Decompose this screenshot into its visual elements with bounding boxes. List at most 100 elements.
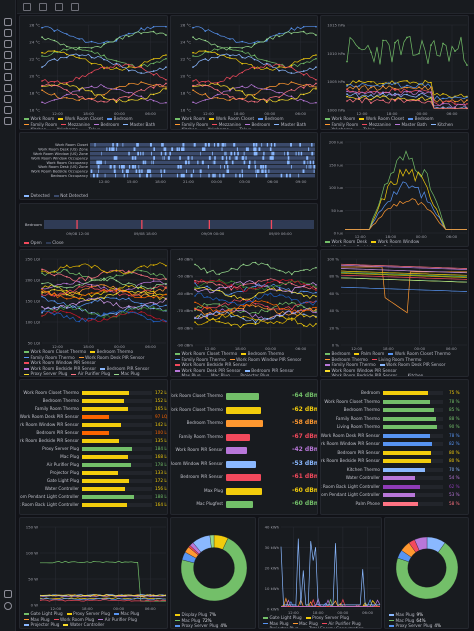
legend-item[interactable]: Display Plug 7% xyxy=(175,612,216,618)
legend-item[interactable]: Work Room Bedside PIR Sensor xyxy=(325,373,397,376)
apps-icon[interactable] xyxy=(4,18,12,26)
legend-item[interactable]: Work Room Window PIR Sensor xyxy=(325,368,397,374)
legend-item[interactable]: Work Room Closet Thermo xyxy=(175,351,237,357)
legend-item[interactable]: Mac Plug 64% xyxy=(389,618,426,624)
help-icon[interactable] xyxy=(4,590,12,598)
legend-item[interactable]: Max Plug xyxy=(24,617,50,623)
legend-item[interactable]: Work Room Closet Thermo xyxy=(388,351,451,357)
explore-icon[interactable] xyxy=(4,62,12,70)
legend-item[interactable]: Bedroom xyxy=(377,245,403,246)
flow-icon[interactable] xyxy=(55,3,63,11)
legend-item[interactable]: Master Bath xyxy=(394,122,427,128)
legend-item[interactable]: Projector Plug xyxy=(24,622,59,628)
legend-item[interactable]: Family Room Thermo xyxy=(325,362,376,368)
legend-item[interactable]: Work Room Bedside PIR Sensor xyxy=(175,362,247,368)
legend-item[interactable]: Palm Room xyxy=(354,351,384,357)
sitemap-icon[interactable] xyxy=(39,3,47,11)
legend-item[interactable]: Work Room Window xyxy=(371,239,419,245)
admin-icon[interactable] xyxy=(4,95,12,103)
legend-item[interactable]: Bedroom xyxy=(244,122,270,128)
legend-item[interactable]: Kitchen xyxy=(430,122,453,128)
legend-item[interactable]: Yokohama xyxy=(201,127,229,129)
legend-item[interactable]: Detected xyxy=(24,193,50,199)
legend-item[interactable]: Work Room xyxy=(24,116,54,122)
legend-item[interactable]: Max Plug xyxy=(175,373,201,376)
legend-item[interactable]: Family Room Thermo xyxy=(24,355,75,361)
legend-item[interactable]: Bedroom PIR Sensor xyxy=(244,368,294,374)
connections-icon[interactable] xyxy=(4,84,12,92)
legend-item[interactable]: Work Room Window PIR Sensor xyxy=(24,360,96,366)
alerting-icon[interactable] xyxy=(4,73,12,81)
legend-item[interactable]: Air Purifier Plug xyxy=(71,371,110,376)
legend-item[interactable]: Tokyo xyxy=(233,127,252,129)
shield-icon[interactable] xyxy=(71,3,79,11)
legend-item[interactable]: Work Room Closet xyxy=(359,116,404,122)
legend-item[interactable]: Bedroom xyxy=(107,116,133,122)
search-icon[interactable] xyxy=(4,29,12,37)
legend-item[interactable]: Water Controller xyxy=(63,622,104,628)
legend-item[interactable]: Mezzanine xyxy=(212,122,241,128)
legend-item[interactable]: Bedroom xyxy=(258,116,284,122)
legend-item[interactable]: Tokyo xyxy=(357,127,375,129)
legend-item[interactable]: Mezzanine xyxy=(61,122,90,128)
donut-slice[interactable] xyxy=(414,536,428,551)
legend-item[interactable]: Work Room Bedside PIR Sensor xyxy=(24,366,96,372)
legend-item[interactable]: Kitchen xyxy=(24,127,47,129)
legend-item[interactable]: Kitchen xyxy=(401,373,423,376)
legend-item[interactable]: Work Room Plug xyxy=(53,617,94,623)
legend-item[interactable]: Work Room Desk PIR Sensor xyxy=(78,355,144,361)
legend-item[interactable]: Projector Plug xyxy=(233,373,269,376)
star-icon[interactable] xyxy=(4,40,12,48)
legend-item[interactable]: Proxy Server Plug 4% xyxy=(389,623,441,628)
legend-item[interactable]: Work Room Desk PIR Sensor xyxy=(175,368,241,374)
legend-item[interactable]: Air Purifier Plug xyxy=(98,617,137,623)
legend-item[interactable]: Family Room xyxy=(325,122,358,128)
legend-item[interactable]: Work Room xyxy=(325,116,355,122)
legend-item[interactable]: Proxy Server Plug 4% xyxy=(175,623,227,628)
legend-item[interactable]: Work Room Closet xyxy=(58,116,103,122)
donut-slice[interactable] xyxy=(209,534,215,548)
legend-item[interactable]: Gate Light Plug xyxy=(263,615,302,621)
legend-item[interactable]: Bedroom xyxy=(325,351,350,357)
home-icon[interactable] xyxy=(23,3,31,11)
legend-item[interactable]: Yokohama xyxy=(325,127,353,129)
legend-item[interactable]: Living Room Thermo xyxy=(371,357,421,363)
legend-item[interactable]: Tokyo xyxy=(82,127,101,129)
dashboards-icon[interactable] xyxy=(4,51,12,59)
legend-item[interactable]: Open xyxy=(24,240,42,246)
legend-item[interactable]: Kitchen xyxy=(175,127,198,129)
plugins-icon[interactable] xyxy=(4,106,12,114)
legend-item[interactable]: Proxy Server Plug xyxy=(24,371,67,376)
legend-item[interactable]: Total Energy Consumption xyxy=(302,626,364,628)
donut-slice[interactable] xyxy=(180,537,248,602)
legend-item[interactable]: Gate Light Plug xyxy=(24,611,63,617)
legend-item[interactable]: Master Bath xyxy=(123,122,155,128)
legend-item[interactable]: Bedroom PIR Sensor xyxy=(100,366,149,372)
legend-item[interactable]: Work Room Closet Thermo xyxy=(24,349,86,355)
legend-item[interactable]: Mac Plug 72% xyxy=(175,618,212,624)
legend-item[interactable]: Projector Plug xyxy=(263,626,299,628)
legend-item[interactable]: Mac Plug xyxy=(114,611,139,617)
donut-slice[interactable] xyxy=(395,542,459,600)
user-avatar[interactable] xyxy=(4,602,12,610)
legend-item[interactable]: Work Room Closet xyxy=(209,116,254,122)
legend-item[interactable]: Bedroom Thermo xyxy=(325,357,368,363)
legend-item[interactable]: Yokohama xyxy=(50,127,78,129)
legend-item[interactable]: Air Purifier Plug xyxy=(321,621,361,627)
legend-item[interactable]: Family Room xyxy=(175,122,208,128)
settings-icon[interactable] xyxy=(4,117,12,125)
legend-item[interactable]: Master Bath xyxy=(274,122,306,128)
legend-item[interactable]: Work Room Desk PIR Sensor xyxy=(379,362,445,368)
legend-item[interactable]: Mezzanine xyxy=(362,122,391,128)
legend-item[interactable]: Mac Plug xyxy=(292,621,318,627)
legend-item[interactable]: Bedroom Thermo xyxy=(241,351,284,357)
legend-item[interactable]: Mac Plug xyxy=(204,373,230,376)
legend-item[interactable]: Bedroom Thermo xyxy=(90,349,133,355)
legend-item[interactable]: Max Plug xyxy=(263,621,289,627)
legend-item[interactable]: Work Room Bedside xyxy=(325,245,374,246)
legend-item[interactable]: Proxy Server Plug xyxy=(305,615,349,621)
legend-item[interactable]: Bedroom xyxy=(93,122,119,128)
legend-item[interactable]: Bedroom xyxy=(408,116,434,122)
legend-item[interactable]: Family Room Thermo xyxy=(175,357,226,363)
legend-item[interactable]: Mac Plug xyxy=(114,371,140,376)
